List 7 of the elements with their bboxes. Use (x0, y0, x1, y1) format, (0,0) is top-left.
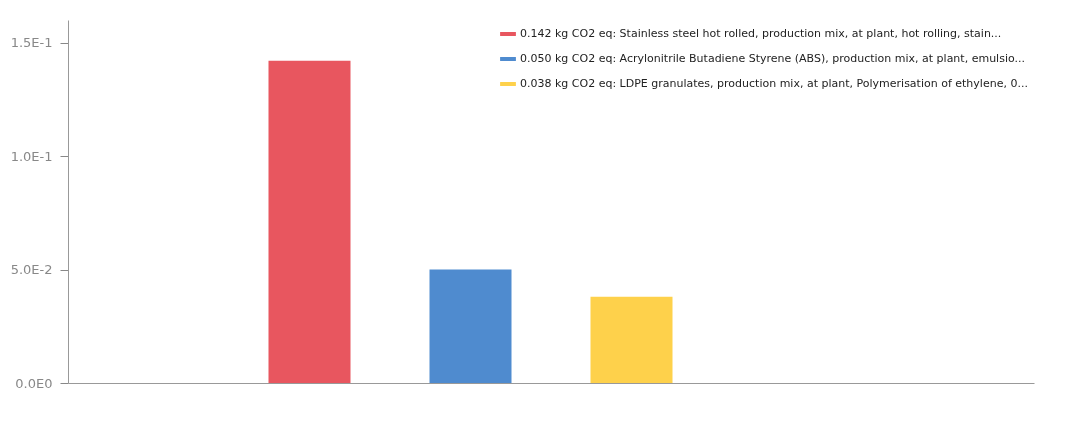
y-tick-label: 5.0E-2 (10, 262, 53, 278)
y-tick-label: 1.5E-1 (10, 35, 53, 51)
legend-label: 0.050 kg CO2 eq: Acrylonitrile Butadiene Styrene (ABS), production mix, at plant, emulsio... (520, 52, 1025, 65)
legend-label: 0.038 kg CO2 eq: LDPE granulates, production mix, at plant, Polymerisation of ethylene, 0... (520, 77, 1028, 90)
y-tick-label: 0.0E0 (15, 375, 53, 391)
y-tick-label: 1.0E-1 (10, 148, 53, 164)
legend-label: 0.142 kg CO2 eq: Stainless steel hot rolled, production mix, at plant, hot rolling, stain... (520, 27, 1002, 40)
